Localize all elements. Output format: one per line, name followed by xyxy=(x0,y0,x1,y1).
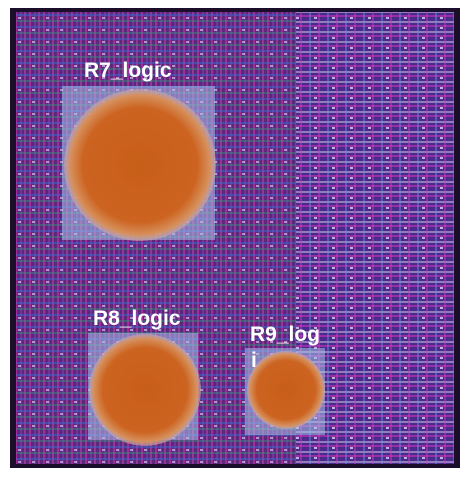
region-circle xyxy=(247,351,325,429)
region-circle xyxy=(64,89,216,241)
region-circle xyxy=(89,334,201,446)
region-label: R9_log xyxy=(250,323,320,346)
region-label: R7_logic xyxy=(84,59,172,82)
region-label: i xyxy=(251,349,257,372)
region-label: R8_logic xyxy=(93,307,181,330)
